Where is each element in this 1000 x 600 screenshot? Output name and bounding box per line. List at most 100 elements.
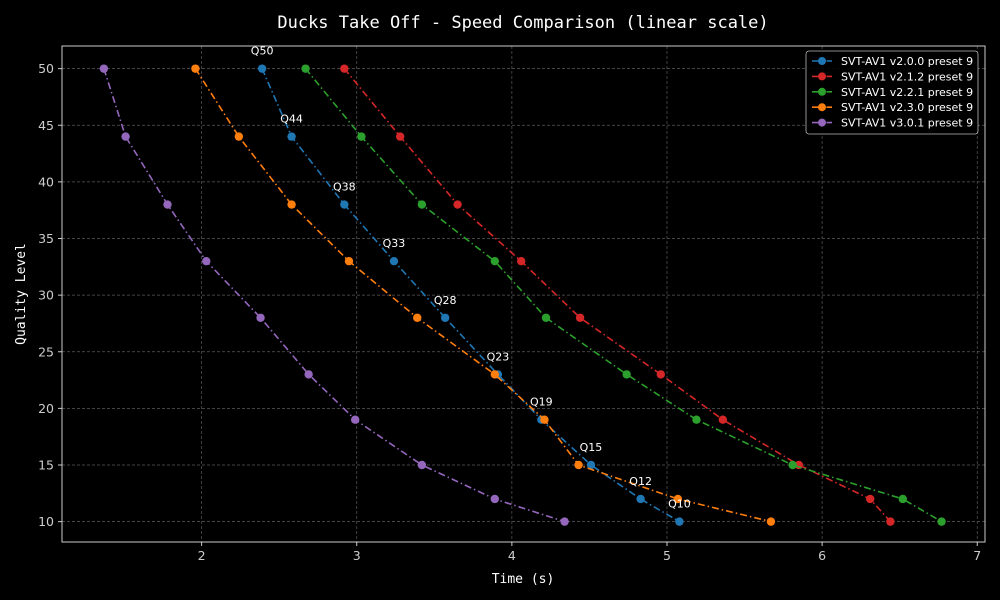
- legend-entry: SVT-AV1 v3.0.1 preset 9: [841, 117, 973, 130]
- data-point: [718, 415, 728, 424]
- data-point: [866, 494, 875, 504]
- data-point: [575, 313, 585, 322]
- data-point: [350, 415, 360, 424]
- data-point: [937, 517, 946, 526]
- data-point: [340, 64, 349, 73]
- y-tick-label: 20: [38, 401, 54, 416]
- annotation-label: Q33: [383, 237, 406, 250]
- data-point: [417, 200, 427, 209]
- y-tick-label: 40: [38, 174, 54, 189]
- y-tick-label: 10: [38, 514, 54, 529]
- series-line: [343, 68, 891, 523]
- legend-marker: [818, 72, 826, 81]
- data-point: [287, 132, 296, 141]
- legend-marker: [818, 103, 826, 112]
- data-point: [395, 132, 405, 141]
- data-point: [622, 370, 631, 379]
- annotation-label: Q28: [434, 294, 457, 307]
- x-tick-label: 3: [353, 548, 361, 563]
- y-tick-label: 30: [38, 288, 54, 303]
- y-tick-label: 45: [38, 118, 54, 133]
- series-layer: [99, 64, 946, 526]
- data-point: [357, 132, 366, 141]
- y-tick-label: 35: [38, 231, 54, 246]
- data-point: [256, 313, 265, 322]
- data-point: [886, 517, 895, 526]
- legend-entry: SVT-AV1 v2.3.0 preset 9: [841, 101, 973, 114]
- chart-title: Ducks Take Off - Speed Comparison (linea…: [277, 13, 768, 33]
- series-line: [304, 68, 943, 523]
- legend-box: [805, 50, 979, 135]
- data-point: [453, 200, 462, 209]
- data-point: [202, 256, 211, 266]
- y-tick-label: 25: [38, 344, 54, 359]
- x-tick-label: 7: [973, 548, 981, 563]
- series: [99, 64, 569, 526]
- legend-entry: SVT-AV1 v2.0.0 preset 9: [841, 55, 973, 68]
- data-point: [287, 200, 296, 209]
- data-point: [344, 256, 354, 266]
- data-point: [898, 494, 907, 504]
- data-point: [163, 200, 172, 209]
- series: [301, 64, 946, 526]
- data-point: [586, 460, 596, 470]
- data-point: [541, 313, 551, 322]
- legend-entry: SVT-AV1 v2.2.1 preset 9: [841, 86, 973, 99]
- x-tick-label: 5: [663, 548, 671, 563]
- data-point: [121, 132, 130, 141]
- annotation-label: Q23: [487, 350, 510, 363]
- data-point: [692, 415, 701, 424]
- data-point: [389, 256, 399, 266]
- y-tick-label: 50: [38, 61, 54, 76]
- data-point: [490, 256, 500, 266]
- data-point: [304, 370, 313, 379]
- legend-marker: [818, 87, 826, 96]
- legend: SVT-AV1 v2.0.0 preset 9 SVT-AV1 v2.1.2 pr…: [805, 50, 979, 135]
- data-point: [540, 415, 549, 424]
- data-point: [788, 460, 797, 470]
- legend-entry: SVT-AV1 v2.1.2 preset 9: [841, 70, 973, 83]
- data-point: [417, 460, 427, 470]
- data-point: [675, 517, 684, 526]
- annotation-label: Q50: [251, 45, 274, 58]
- annotation-label: Q19: [530, 396, 553, 409]
- data-point: [340, 200, 349, 209]
- data-point: [413, 313, 422, 322]
- series: [257, 64, 684, 526]
- legend-marker: [818, 57, 826, 65]
- data-point: [301, 64, 310, 73]
- annotation-label: Q38: [333, 181, 356, 194]
- data-point: [516, 256, 526, 266]
- legend-marker: [818, 118, 826, 127]
- annotation-label: Q44: [280, 113, 303, 126]
- plot-frame: [61, 45, 986, 543]
- data-point: [560, 517, 569, 526]
- x-tick-label: 2: [198, 548, 206, 563]
- x-tick-label: 4: [508, 548, 516, 563]
- data-point: [490, 494, 500, 504]
- series-line: [103, 68, 565, 523]
- annotation-layer: Q50 Q44 Q38 Q33 Q28 Q23 Q19 Q15 Q12 Q10: [251, 45, 691, 511]
- data-point: [574, 460, 583, 470]
- y-axis-label: Quality Level: [14, 243, 29, 345]
- data-point: [99, 64, 109, 73]
- y-tick-label: 15: [38, 457, 54, 472]
- data-point: [440, 313, 450, 322]
- grid: [62, 46, 985, 542]
- annotation-label: Q15: [580, 441, 603, 454]
- series-line: [261, 68, 680, 523]
- data-point: [656, 370, 665, 379]
- series: [191, 64, 776, 526]
- annotation-label: Q12: [629, 475, 652, 488]
- data-point: [636, 494, 645, 504]
- annotation-label: Q10: [668, 498, 691, 511]
- data-point: [191, 64, 200, 73]
- x-tick-label: 6: [818, 548, 826, 563]
- data-point: [234, 132, 244, 141]
- data-point: [257, 64, 267, 73]
- data-point: [766, 517, 776, 526]
- data-point: [673, 494, 683, 504]
- x-axis-label: Time (s): [492, 572, 555, 587]
- data-point: [490, 370, 500, 379]
